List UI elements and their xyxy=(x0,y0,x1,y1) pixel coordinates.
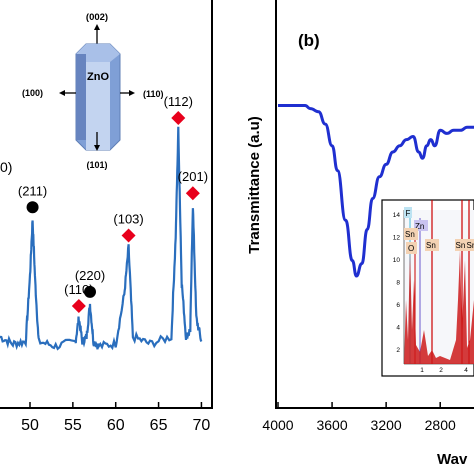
panel-a-label: 0) xyxy=(0,159,12,175)
eds-tag-f-bg xyxy=(404,207,412,218)
eds-y-tick-label: 12 xyxy=(393,235,401,242)
peak-marker-circle xyxy=(26,201,39,214)
eds-x-tick-label: 2 xyxy=(439,367,443,374)
panel-a-x-tick-label: 55 xyxy=(64,417,82,434)
panel-a-x-tick-label: 70 xyxy=(193,417,211,434)
peak-marker-diamond xyxy=(121,228,136,243)
panel-b-x-tick-label: 3600 xyxy=(316,417,347,433)
panel-b-x-tick-label: 2800 xyxy=(425,417,456,433)
peak-marker-diamond xyxy=(185,186,200,201)
eds-tag-sn-4: Sn xyxy=(467,241,474,250)
panel-a-series-line xyxy=(0,126,203,351)
peak-label: (103) xyxy=(113,212,143,227)
peak-marker-diamond xyxy=(71,299,86,313)
panel-b-label: (b) xyxy=(298,31,320,50)
eds-tag-sn-2-bg xyxy=(425,239,439,251)
eds-tag-sn-4-bg xyxy=(466,239,474,251)
direction-002: (002) xyxy=(86,12,108,23)
arrow-101-head xyxy=(94,145,100,151)
panel-b-frame xyxy=(275,0,474,409)
crystal-label: ZnO xyxy=(87,71,109,83)
panel-a-x-tick-label: 65 xyxy=(150,417,168,434)
eds-y-tick-label: 2 xyxy=(396,347,400,354)
eds-tag-sn-1-bg xyxy=(404,228,418,240)
peak-label: (201) xyxy=(178,169,208,184)
direction-110: (110) xyxy=(143,89,164,99)
panel-a: 0) 50 55 60 65 70 (211)(110)(220)(103)(112)(… xyxy=(0,0,213,434)
direction-100: (100) xyxy=(22,88,43,98)
panel-a-frame xyxy=(0,0,213,409)
eds-y-tick-label: 10 xyxy=(393,257,401,264)
panel-a-x-tick-label: 50 xyxy=(21,417,39,434)
eds-tag-o-bg xyxy=(406,242,417,254)
eds-tag-sn-3: Sn xyxy=(456,241,466,250)
arrow-002-head xyxy=(94,24,100,30)
eds-tag-o: O xyxy=(408,244,414,253)
eds-y-ticks: 14 12 10 8 6 4 2 xyxy=(393,212,401,354)
eds-x-tick-label: 1 xyxy=(420,367,424,374)
x-axis-label: Wav xyxy=(437,451,468,468)
eds-y-tick-label: 6 xyxy=(396,302,400,309)
eds-x-ticks: 1 2 4 xyxy=(420,367,468,374)
peak-label: (220) xyxy=(75,268,105,283)
crystal-left-face xyxy=(76,54,86,140)
crystal-top xyxy=(76,44,120,62)
eds-y-tick-label: 8 xyxy=(396,280,400,287)
eds-tag-sn-1: Sn xyxy=(405,230,415,239)
y-axis-label: Transmittance (a.u) xyxy=(246,116,263,254)
eds-y-tick-label: 14 xyxy=(393,212,401,219)
eds-y-tick-label: 4 xyxy=(396,325,400,332)
panel-a-x-tick-label: 60 xyxy=(107,417,125,434)
eds-tag-sn-3-bg xyxy=(455,239,467,251)
arrow-100-head xyxy=(59,90,65,96)
crystal-front-face xyxy=(86,62,110,150)
peak-label: (211) xyxy=(18,183,47,198)
panel-b-x-ticks: 4000 3600 3200 2800 xyxy=(262,402,456,433)
eds-x-tick-label: 4 xyxy=(464,367,468,374)
peak-label: (112) xyxy=(164,94,193,109)
zno-crystal-inset: (002) ZnO (100) (110) (101) xyxy=(22,12,164,170)
arrow-110-head xyxy=(129,90,135,96)
peak-marker-circle xyxy=(84,285,96,298)
panel-b-x-tick-label: 4000 xyxy=(262,417,293,433)
eds-tag-f: F xyxy=(406,209,411,218)
panel-b-x-tick-label: 3200 xyxy=(371,417,402,433)
panel-b: (b) Transmittance (a.u) 4000 3600 3200 2800… xyxy=(246,0,474,468)
eds-spectrum xyxy=(404,250,474,364)
peak-marker-diamond xyxy=(171,111,186,125)
panel-a-peak-annotations: (211)(110)(220)(103)(112)(201) xyxy=(18,94,208,313)
direction-101: (101) xyxy=(86,160,107,170)
eds-element-tags: F Zn Sn O Sn Sn Sn xyxy=(404,207,474,254)
eds-tag-sn-2: Sn xyxy=(426,241,436,250)
panel-b-series-line xyxy=(277,104,474,278)
eds-tag-zn-bg xyxy=(414,220,428,231)
eds-tag-zn: Zn xyxy=(415,222,424,231)
panel-a-x-ticks: 50 55 60 65 70 xyxy=(21,402,210,434)
